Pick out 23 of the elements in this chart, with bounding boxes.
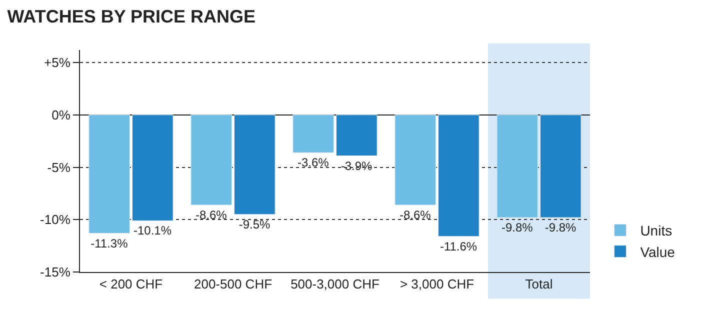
data-label: -3.6%: [297, 156, 330, 170]
x-tick-label: 200-500 CHF: [194, 276, 272, 292]
y-tick-label: -10%: [40, 212, 71, 228]
chart-title: WATCHES BY PRICE RANGE: [7, 6, 256, 27]
data-label: -8.6%: [195, 208, 228, 222]
data-label: -10.1%: [134, 224, 172, 238]
y-tick-label: -5%: [47, 160, 71, 175]
data-label: -11.6%: [440, 239, 478, 254]
data-label: -8.6%: [399, 208, 432, 222]
x-tick-label: > 3,000 CHF: [400, 276, 474, 292]
data-label: -11.3%: [90, 236, 128, 250]
data-label: -9.8%: [544, 220, 577, 235]
x-tick-label: 500-3,000 CHF: [290, 276, 380, 292]
data-label: -3.9%: [340, 158, 373, 173]
data-label: -9.8%: [501, 220, 534, 235]
y-tick-label: 0%: [52, 107, 71, 122]
x-tick-label: Total: [525, 276, 553, 292]
x-tick-label: < 200 CHF: [99, 276, 163, 292]
legend-label: Value: [640, 244, 676, 260]
y-tick-label: -15%: [40, 264, 71, 280]
data-label: -9.5%: [238, 217, 271, 232]
legend-label: Units: [640, 222, 672, 239]
y-tick-label: +5%: [44, 55, 71, 70]
